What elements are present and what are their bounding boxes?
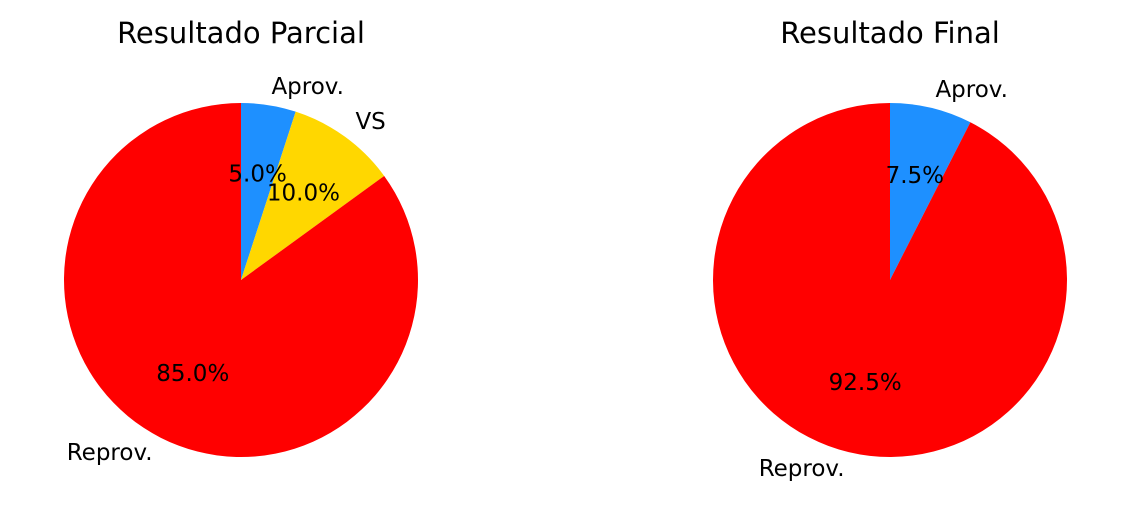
pie-slice-reprov xyxy=(713,103,1067,457)
pie-slice-aprov xyxy=(241,103,296,280)
slice-label-aprov: Aprov. xyxy=(271,74,344,100)
pct-label-aprov: 5.0% xyxy=(228,162,286,188)
slices-parcial xyxy=(63,103,419,458)
chart-title-final: Resultado Final xyxy=(780,16,1000,50)
slice-label-aprov: Aprov. xyxy=(935,77,1008,103)
pie-chart-final: Resultado Final Aprov. 7.5% Reprov. 92.5% xyxy=(713,16,1067,482)
pie-chart-parcial: Resultado Parcial Aprov. 5.0% VS 10.0% Repro… xyxy=(63,16,419,466)
pct-label-reprov: 85.0% xyxy=(156,361,229,387)
labels-final: Aprov. 7.5% Reprov. 92.5% xyxy=(759,77,1008,482)
chart-title-parcial: Resultado Parcial xyxy=(117,16,365,50)
slice-label-reprov: Reprov. xyxy=(67,440,153,466)
slices-final xyxy=(713,103,1067,457)
pie-slice-vs xyxy=(241,111,385,280)
slice-label-reprov: Reprov. xyxy=(759,456,845,482)
pct-label-vs: 10.0% xyxy=(267,181,340,207)
pct-label-aprov: 7.5% xyxy=(886,163,944,189)
slice-label-vs: VS xyxy=(355,109,385,135)
labels-parcial: Aprov. 5.0% VS 10.0% Reprov. 85.0% xyxy=(67,74,386,466)
pct-label-reprov: 92.5% xyxy=(829,370,902,396)
pie-slice-aprov xyxy=(890,103,971,280)
pie-slice-reprov xyxy=(63,103,419,458)
